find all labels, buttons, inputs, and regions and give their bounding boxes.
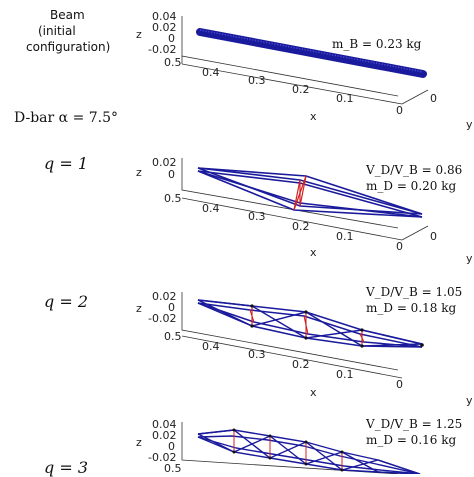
q2-xtick-5: 0 (396, 378, 403, 391)
beam-x-axis (181, 63, 403, 105)
beam-xtick-3: 0.2 (292, 83, 310, 96)
q2-volume-annotation: V_D/V_B = 1.05 (365, 285, 462, 299)
q3-xtick-0: 0.5 (164, 462, 182, 474)
q1-xtick-0: 0.5 (164, 192, 182, 205)
beam-z-label: z (136, 28, 142, 41)
q2-dbar-strings (249, 306, 365, 346)
q2-ztick-2: -0.02 (148, 312, 176, 325)
q2-xtick-4: 0.1 (336, 368, 354, 381)
beam-xtick-4: 0.1 (336, 92, 354, 105)
beam-bar (196, 28, 427, 78)
beam-xtick-2: 0.3 (248, 74, 266, 87)
beam-ztick-3: -0.02 (148, 43, 176, 56)
q3-volume-annotation: V_D/V_B = 1.25 (365, 417, 462, 431)
q2-label: q = 2 (44, 292, 88, 311)
q1-volume-annotation: V_D/V_B = 0.86 (365, 163, 462, 177)
q1-ztick-1: 0 (168, 168, 175, 181)
q1-mass-annotation: m_D = 0.20 kg (366, 179, 456, 193)
q1-label: q = 1 (44, 154, 88, 173)
beam-x-label: x (310, 110, 317, 123)
q2-x-label: x (310, 386, 317, 399)
beam-subtitle-1: (initial (38, 24, 76, 38)
q2-xtick-0: 0.5 (164, 330, 182, 343)
q3-z-label: z (136, 436, 142, 449)
q2-y-label: y (466, 394, 473, 407)
dbar-label: D-bar α = 7.5° (14, 110, 119, 126)
q2-ztick-0: 0.02 (152, 290, 177, 303)
q2-mass-annotation: m_D = 0.18 kg (366, 301, 456, 315)
q3-axis-frame (181, 422, 399, 474)
q1-x-axis (181, 197, 403, 241)
q1-y-axis (401, 225, 429, 241)
q2-dbar-nodes (250, 304, 424, 348)
q2-xtick-1: 0.4 (202, 340, 220, 353)
beam-y-label: y (466, 118, 473, 131)
q2-x-axis (181, 335, 403, 379)
q1-dbar-strings (293, 175, 307, 211)
q3-label: q = 3 (44, 458, 88, 477)
q1-xtick-5: 0 (396, 240, 403, 253)
q1-xtick-4: 0.1 (336, 230, 354, 243)
q3-mass-annotation: m_D = 0.16 kg (366, 433, 456, 447)
q3-ztick-3: -0.02 (148, 451, 176, 464)
panel-q2: 0.02 0 -0.02 z 0.5 0.4 0.3 0.2 0.1 0 x y (136, 285, 473, 407)
beam-y-axis (401, 89, 429, 105)
q1-xtick-1: 0.4 (202, 202, 220, 215)
panel-q3: 0.04 0.02 0 -0.02 z 0.5 V_D/V_B = 1.25 m… (136, 417, 462, 474)
beam-xtick-1: 0.4 (202, 66, 220, 79)
q1-x-label: x (310, 246, 317, 259)
q3-dbar-strings (233, 430, 343, 470)
beam-xtick-5: 0 (396, 104, 403, 117)
beam-xtick-0: 0.5 (164, 56, 182, 69)
panel-beam: 0.04 0.02 0 -0.02 z 0.5 0.4 0.3 0.2 0.1 … (136, 10, 473, 131)
q2-xtick-2: 0.3 (248, 348, 266, 361)
q2-z-label: z (136, 302, 142, 315)
beam-ztick-0: 0.04 (152, 10, 177, 23)
q1-axis-frame (181, 158, 399, 229)
q1-z-label: z (136, 166, 142, 179)
panel-q1: 0.02 0 z 0.5 0.4 0.3 0.2 0.1 0 0 x y V_D… (136, 156, 473, 265)
beam-subtitle-2: configuration) (26, 40, 111, 54)
q2-axis-frame (181, 292, 399, 371)
q3-ztick-2: 0 (168, 440, 175, 453)
q3-ztick-1: 0.02 (152, 429, 177, 442)
beam-ztick-2: 0 (168, 32, 175, 45)
q1-ztick-0: 0.02 (152, 156, 177, 169)
q1-y-label: y (466, 252, 473, 265)
q1-xtick-3: 0.2 (292, 220, 310, 233)
beam-ztick-1: 0.02 (152, 21, 177, 34)
beam-mass-annotation: m_B = 0.23 kg (332, 37, 422, 51)
q3-dbar-nodes (232, 428, 344, 472)
q3-ztick-0: 0.04 (152, 418, 177, 431)
beam-title: Beam (50, 8, 85, 22)
q1-ytick: 0 (430, 230, 437, 243)
beam-ytick: 0 (430, 92, 437, 105)
q2-xtick-3: 0.2 (292, 358, 310, 371)
q2-ztick-1: 0 (168, 301, 175, 314)
q1-xtick-2: 0.3 (248, 210, 266, 223)
